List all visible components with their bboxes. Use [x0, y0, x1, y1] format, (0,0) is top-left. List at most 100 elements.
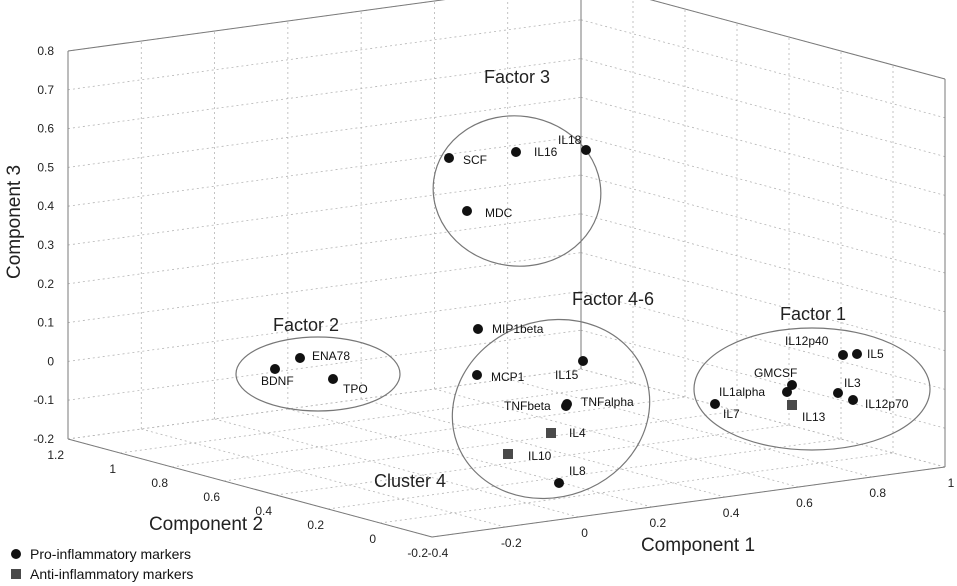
data-point-SCF — [444, 153, 454, 163]
x-tick-label: -0.2 — [501, 536, 522, 550]
legend-label-pro: Pro-inflammatory markers — [30, 546, 192, 562]
x-tick-label: -0.4 — [428, 546, 449, 560]
grid-line — [67, 252, 582, 323]
legend-marker-circle — [10, 546, 22, 562]
grid-line — [214, 418, 579, 518]
cluster-ellipses — [235, 115, 931, 500]
grid-line — [67, 135, 582, 207]
grid-line — [141, 428, 506, 528]
axes — [67, 0, 946, 538]
z-tick-label: 0.1 — [37, 316, 54, 330]
data-point-GMCSF — [787, 380, 797, 390]
z-tick-label: 0.8 — [37, 44, 54, 58]
legend-marker-square — [10, 566, 22, 582]
data-point-IL7 — [710, 399, 720, 409]
y-axis-line — [67, 438, 433, 538]
cluster-ellipse — [693, 327, 931, 451]
grid-line — [223, 410, 738, 482]
y-axis-title: Component 2 — [149, 514, 263, 535]
point-label-MIP1beta: MIP1beta — [492, 322, 544, 336]
point-label-IL15: IL15 — [555, 368, 579, 382]
box-edge — [649, 0, 946, 80]
z-tick-label: -0.2 — [33, 432, 54, 446]
z-tick-label: 0.7 — [37, 83, 54, 97]
legend-label-anti: Anti-inflammatory markers — [30, 566, 194, 582]
point-label-SCF: SCF — [463, 153, 487, 167]
data-point-MIP1beta — [473, 324, 483, 334]
y-tick-label: 0.8 — [151, 476, 168, 490]
z-tick-label: 0.5 — [37, 160, 54, 174]
point-label-GMCSF: GMCSF — [754, 366, 797, 380]
grid-line — [327, 438, 842, 510]
data-point-IL1alpha — [782, 387, 792, 397]
point-label-IL3: IL3 — [844, 376, 861, 390]
grid-line — [67, 58, 582, 129]
x-tick-label: 0.2 — [650, 516, 667, 530]
z-tick-label: -0.1 — [33, 393, 54, 407]
grid-line — [287, 408, 652, 508]
grid-line — [580, 368, 946, 468]
y-tick-label: -0.2 — [407, 546, 428, 560]
z-axis-title: Component 3 — [4, 165, 25, 279]
grid-line — [580, 135, 946, 235]
grid-line — [507, 378, 872, 478]
point-label-IL13: IL13 — [802, 410, 826, 424]
grid-line — [67, 97, 582, 168]
legend-item-pro: Pro-inflammatory markers — [10, 544, 193, 564]
group-label: Cluster 4 — [374, 471, 446, 491]
data-point-IL4 — [546, 428, 556, 438]
data-point-IL12p40 — [838, 350, 848, 360]
y-tick-label: 1.2 — [47, 448, 64, 462]
point-label-IL8: IL8 — [569, 464, 586, 478]
data-point-BDNF — [270, 364, 280, 374]
grid-line — [650, 0, 946, 80]
x-tick-label: 0.8 — [869, 486, 886, 500]
point-label-IL7: IL7 — [723, 407, 740, 421]
point-label-ENA78: ENA78 — [312, 349, 350, 363]
data-point-IL8 — [554, 478, 564, 488]
group-label: Factor 1 — [780, 304, 846, 324]
point-label-MCP1: MCP1 — [491, 370, 525, 384]
data-points — [270, 145, 862, 488]
y-tick-label: 0.2 — [307, 518, 324, 532]
group-label: Factor 2 — [273, 315, 339, 335]
x-tick-label: 0.6 — [796, 496, 813, 510]
grid-line — [67, 0, 445, 52]
data-point-IL13 — [787, 400, 797, 410]
data-point-IL3 — [833, 388, 843, 398]
data-point-IL15 — [578, 356, 588, 366]
grid-line — [379, 452, 894, 524]
grid-line — [67, 213, 582, 285]
point-label-BDNF: BDNF — [261, 374, 294, 388]
x-tick-label: 0.4 — [723, 506, 740, 520]
z-tick-label: 0 — [47, 354, 54, 368]
grid-line — [67, 291, 582, 362]
box-edge — [67, 0, 446, 52]
point-label-IL16: IL16 — [534, 145, 558, 159]
data-point-IL18 — [581, 145, 591, 155]
x-axis-line — [431, 466, 946, 538]
grid-line — [580, 174, 946, 274]
grid-line — [119, 382, 634, 454]
data-point-IL5 — [852, 349, 862, 359]
point-label-IL4: IL4 — [569, 426, 586, 440]
y-tick-label: 0 — [369, 532, 376, 546]
legend-item-anti: Anti-inflammatory markers — [10, 564, 193, 584]
data-point-TNFalpha — [562, 399, 572, 409]
z-tick-label: 0.3 — [37, 238, 54, 252]
legend: Pro-inflammatory markers Anti-inflammato… — [10, 544, 193, 584]
data-point-IL10 — [503, 449, 513, 459]
point-label-IL18: IL18 — [558, 133, 582, 147]
point-label-TNFbeta: TNFbeta — [504, 399, 551, 413]
data-point-IL16 — [511, 147, 521, 157]
grid-line — [580, 97, 946, 196]
grid-line — [67, 19, 582, 91]
point-label-IL12p40: IL12p40 — [785, 334, 829, 348]
z-tick-label: 0.6 — [37, 122, 54, 136]
x-axis-title: Component 1 — [641, 535, 755, 556]
grid-layer — [67, 0, 946, 538]
grid-line — [67, 329, 582, 401]
data-point-TPO — [328, 374, 338, 384]
grid-line — [580, 58, 946, 157]
